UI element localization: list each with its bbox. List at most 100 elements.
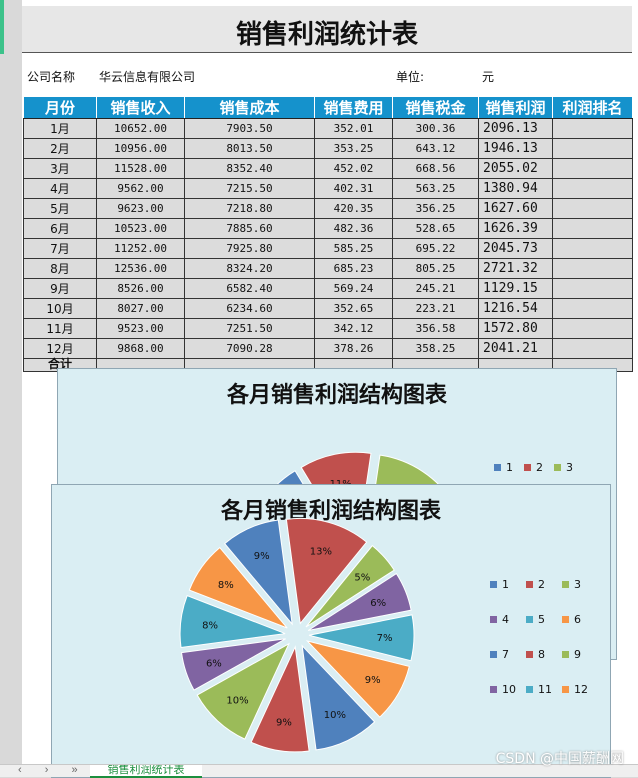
cell-tax[interactable]: 245.21 [392,278,479,299]
cell-revenue[interactable]: 9523.00 [96,318,185,339]
unit-value[interactable]: 元 [482,70,495,84]
pie-slice[interactable] [308,614,415,662]
cell-profit[interactable]: 1572.80 [478,318,553,339]
col-header-tax[interactable]: 销售税金 [392,96,479,119]
cell-expense[interactable]: 352.01 [314,118,393,139]
pie-slice[interactable] [223,519,293,626]
sheet-tab[interactable]: 销售利润统计表 [90,765,202,778]
cell-expense[interactable]: 352.65 [314,298,393,319]
pie-slice[interactable] [196,642,290,740]
cell-expense[interactable]: 342.12 [314,318,393,339]
cell-month[interactable]: 2月 [23,138,97,159]
pie-slice[interactable] [285,517,368,625]
cell-revenue[interactable]: 9868.00 [96,338,185,359]
cell-tax[interactable]: 805.25 [392,258,479,279]
cell-month[interactable]: 6月 [23,218,97,239]
cell-revenue[interactable]: 9562.00 [96,178,185,199]
cell-tax[interactable]: 356.25 [392,198,479,219]
cell-rank[interactable] [552,218,633,239]
cell-month[interactable]: 9月 [23,278,97,299]
cell-rank[interactable] [552,118,633,139]
cell-revenue[interactable]: 8027.00 [96,298,185,319]
cell-month[interactable]: 5月 [23,198,97,219]
pie-slice[interactable] [250,645,310,753]
col-header-month[interactable]: 月份 [23,96,97,119]
cell-rank[interactable] [552,258,633,279]
cell-tax[interactable]: 668.56 [392,158,479,179]
cell-expense[interactable]: 452.02 [314,158,393,179]
cell-month[interactable]: 7月 [23,238,97,259]
pie-slice[interactable] [307,572,412,631]
cell-cost[interactable]: 8013.50 [184,138,315,159]
cell-month[interactable]: 11月 [23,318,97,339]
cell-month[interactable]: 8月 [23,258,97,279]
cell-expense[interactable]: 482.36 [314,218,393,239]
cell-cost[interactable]: 6582.40 [184,278,315,299]
pie-slice[interactable] [188,546,288,629]
cell-cost[interactable]: 7090.28 [184,338,315,359]
pie-slice[interactable] [179,594,286,649]
cell-rank[interactable] [552,158,633,179]
pie-slice[interactable] [305,544,395,628]
cell-cost[interactable]: 6234.60 [184,298,315,319]
col-header-profit[interactable]: 销售利润 [478,96,553,119]
cell-revenue[interactable]: 10523.00 [96,218,185,239]
col-header-cost[interactable]: 销售成本 [184,96,315,119]
cell-revenue[interactable]: 12536.00 [96,258,185,279]
title-bar[interactable]: 销售利润统计表 [22,6,632,53]
cell-expense[interactable]: 685.23 [314,258,393,279]
cell-cost[interactable]: 7215.50 [184,178,315,199]
cell-month[interactable]: 10月 [23,298,97,319]
cell-tax[interactable]: 695.22 [392,238,479,259]
cell-rank[interactable] [552,298,633,319]
cell-rank[interactable] [552,178,633,199]
cell-profit[interactable]: 1129.15 [478,278,553,299]
company-name[interactable]: 华云信息有限公司 [99,70,196,84]
cell-profit[interactable]: 2045.73 [478,238,553,259]
cell-revenue[interactable]: 11528.00 [96,158,185,179]
cell-cost[interactable]: 7903.50 [184,118,315,139]
cell-rank[interactable] [552,318,633,339]
cell-tax[interactable]: 300.36 [392,118,479,139]
cell-profit[interactable]: 1627.60 [478,198,553,219]
cell-profit[interactable]: 2055.02 [478,158,553,179]
cell-tax[interactable]: 356.58 [392,318,479,339]
cell-tax[interactable]: 358.25 [392,338,479,359]
cell-profit[interactable]: 2721.32 [478,258,553,279]
cell-cost[interactable]: 8324.20 [184,258,315,279]
cell-tax[interactable]: 528.65 [392,218,479,239]
cell-month[interactable]: 1月 [23,118,97,139]
cell-month[interactable]: 12月 [23,338,97,359]
cell-rank[interactable] [552,198,633,219]
cell-cost[interactable]: 7925.80 [184,238,315,259]
cell-tax[interactable]: 563.25 [392,178,479,199]
col-header-expense[interactable]: 销售费用 [314,96,393,119]
pie-slice[interactable] [180,638,286,691]
cell-rank[interactable] [552,278,633,299]
cell-cost[interactable]: 7885.60 [184,218,315,239]
cell-rank[interactable] [552,238,633,259]
cell-expense[interactable]: 378.26 [314,338,393,359]
cell-revenue[interactable]: 8526.00 [96,278,185,299]
cell-rank[interactable] [552,138,633,159]
cell-revenue[interactable]: 10652.00 [96,118,185,139]
cell-rank[interactable] [552,338,633,359]
cell-expense[interactable]: 353.25 [314,138,393,159]
cell-revenue[interactable]: 10956.00 [96,138,185,159]
cell-month[interactable]: 3月 [23,158,97,179]
pie-slice[interactable] [305,640,410,718]
cell-profit[interactable]: 2041.21 [478,338,553,359]
cell-month[interactable]: 4月 [23,178,97,199]
cell-expense[interactable]: 420.35 [314,198,393,219]
cell-expense[interactable]: 569.24 [314,278,393,299]
cell-expense[interactable]: 402.31 [314,178,393,199]
sheet-nav-arrows[interactable]: ‹ › » [18,764,88,776]
cell-profit[interactable]: 1380.94 [478,178,553,199]
cell-cost[interactable]: 7251.50 [184,318,315,339]
cell-cost[interactable]: 7218.80 [184,198,315,219]
cell-profit[interactable]: 1216.54 [478,298,553,319]
pie-chart-front[interactable]: 各月销售利润结构图表 9% 13% 5% 6% 7% 9% 10% 9% 10% 6% 8% 8% 1… [51,484,611,778]
cell-tax[interactable]: 223.21 [392,298,479,319]
cell-expense[interactable]: 585.25 [314,238,393,259]
col-header-revenue[interactable]: 销售收入 [96,96,185,119]
